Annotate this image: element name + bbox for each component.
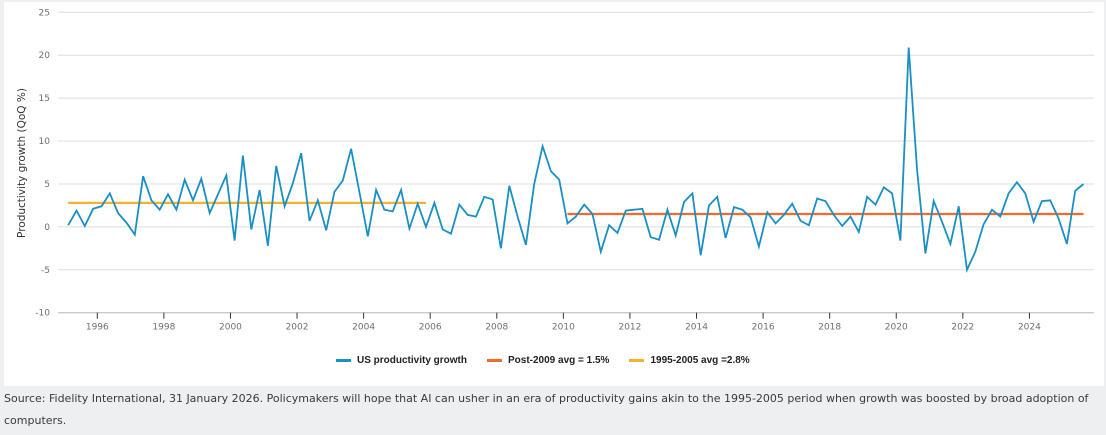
legend-label: 1995-2005 avg =2.8% xyxy=(650,354,750,366)
legend-item-us-productivity[interactable]: US productivity growth xyxy=(336,355,467,366)
y-tick-label: 0 xyxy=(44,223,50,233)
x-tick-label: 2000 xyxy=(219,323,242,333)
legend-swatch-yellow xyxy=(629,358,645,362)
y-tick-label: 25 xyxy=(39,8,50,18)
x-tick-label: 2002 xyxy=(286,323,309,333)
x-tick-label: 2014 xyxy=(685,323,708,333)
legend-item-1995-2005-avg[interactable]: 1995-2005 avg =2.8% xyxy=(629,354,750,366)
x-tick-label: 2024 xyxy=(1018,323,1041,333)
chart-canvas: 25 20 15 10 5 0 -5 -10 1996 1998 2000 2002 2004 2006… xyxy=(16,8,1094,333)
x-tick-label: 1998 xyxy=(152,323,175,333)
series-line-us-productivity xyxy=(67,47,1085,274)
x-tick-label: 2016 xyxy=(752,323,775,333)
legend: US productivity growth Post-2009 avg = 1… xyxy=(336,352,770,368)
source-caption: Source: Fidelity International, 31 Janua… xyxy=(4,392,1089,427)
y-tick-label: 20 xyxy=(39,51,51,61)
y-axis-ticks: 25 20 15 10 5 0 -5 -10 xyxy=(35,8,50,318)
x-tick-label: 1996 xyxy=(86,323,109,333)
gridlines xyxy=(58,11,1094,314)
x-tick-label: 2020 xyxy=(885,323,908,333)
x-tick-label: 2004 xyxy=(352,323,375,333)
y-tick-label: -5 xyxy=(41,266,50,276)
y-tick-label: 15 xyxy=(39,94,50,104)
x-tick-label: 2018 xyxy=(818,323,841,333)
chart-panel xyxy=(4,2,1104,386)
y-axis-title: Productivity growth (QoQ %) xyxy=(16,88,28,238)
x-tick-label: 2010 xyxy=(552,323,575,333)
legend-swatch-orange xyxy=(487,358,502,362)
y-tick-label: 10 xyxy=(39,137,51,147)
series-layer xyxy=(67,47,1085,274)
y-tick-label: 5 xyxy=(44,180,50,190)
y-tick-label: -10 xyxy=(35,309,50,319)
legend-item-post-2009-avg[interactable]: Post-2009 avg = 1.5% xyxy=(487,355,609,366)
x-tick-label: 2022 xyxy=(951,323,974,333)
x-tick-label: 2012 xyxy=(618,323,641,333)
x-axis: 1996 1998 2000 2002 2004 2006 2008 2010 2012 2014… xyxy=(86,312,1041,333)
legend-swatch-blue xyxy=(336,358,351,362)
legend-label: Post-2009 avg = 1.5% xyxy=(508,354,610,366)
x-tick-label: 2008 xyxy=(485,323,508,333)
legend-label: US productivity growth xyxy=(357,354,467,366)
x-tick-label: 2006 xyxy=(419,323,442,333)
